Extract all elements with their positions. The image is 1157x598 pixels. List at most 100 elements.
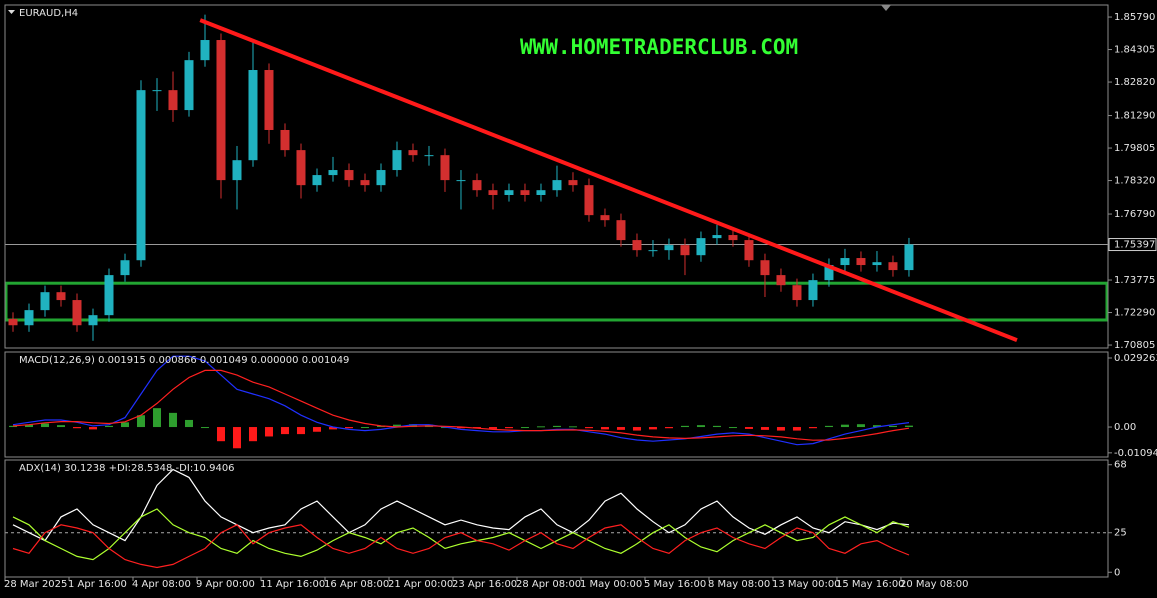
- candle-body: [744, 240, 754, 261]
- x-tick-label: 23 Apr 16:00: [452, 579, 517, 590]
- candle-body: [168, 90, 178, 111]
- macd-bar: [680, 425, 689, 428]
- price-label-box: [1108, 238, 1157, 252]
- candle-body: [856, 258, 866, 266]
- y-tick-label: 1.81290: [1114, 111, 1155, 122]
- y-tick-label: 1.82820: [1114, 77, 1155, 88]
- indicator-line: [12, 508, 910, 561]
- candle-body: [776, 275, 786, 286]
- candle-body: [248, 70, 258, 161]
- macd-bar: [248, 427, 257, 442]
- candle-body: [408, 150, 418, 156]
- x-tick-label: 20 May 08:00: [900, 579, 969, 590]
- macd-bar: [232, 427, 241, 449]
- candle-body: [24, 310, 34, 326]
- macd-bar: [8, 425, 17, 428]
- candle-body: [552, 180, 562, 191]
- plot-area: [5, 468, 1108, 569]
- watermark: WWW.HOMETRADERCLUB.COM: [520, 35, 798, 59]
- y-tick-label: 1.73775: [1114, 275, 1155, 286]
- macd-bar: [808, 427, 817, 429]
- candle-body: [520, 190, 530, 195]
- candle-body: [616, 220, 626, 241]
- candle-body: [504, 190, 514, 195]
- x-tick-label: 13 May 00:00: [772, 579, 841, 590]
- macd-bar: [520, 427, 529, 429]
- panel-border: [4, 459, 1109, 578]
- plot-area: [8, 355, 913, 449]
- macd-bar: [824, 425, 833, 428]
- x-tick-label: 16 Apr 08:00: [324, 579, 389, 590]
- y-tick-label: 0.029263: [1114, 353, 1157, 364]
- candle-body: [392, 150, 402, 171]
- current-price-label: 1.75397: [1114, 240, 1155, 251]
- candle-body: [696, 238, 706, 256]
- candle-body: [344, 170, 354, 181]
- x-tick-label: 1 Apr 16:00: [68, 579, 127, 590]
- macd-bar: [40, 423, 49, 428]
- macd-bar: [552, 425, 561, 428]
- macd-bar: [872, 425, 881, 428]
- candle-body: [536, 190, 546, 195]
- macd-bar: [408, 424, 417, 428]
- candle-body: [376, 170, 386, 186]
- candle-body: [760, 260, 770, 276]
- candle-body: [264, 70, 274, 130]
- macd-bar: [840, 424, 849, 428]
- macd-bar: [728, 427, 737, 429]
- candle-body: [888, 262, 898, 271]
- macd-bar: [136, 415, 145, 428]
- y-tick-label: 1.78320: [1114, 176, 1155, 187]
- macd-bar: [216, 427, 225, 442]
- candle-body: [184, 60, 194, 111]
- candle-body: [424, 155, 434, 157]
- candle-body: [136, 90, 146, 261]
- macd-bar: [904, 425, 913, 428]
- x-tick-label: 28 Mar 2025: [4, 579, 67, 590]
- macd-bar: [24, 424, 33, 428]
- candle-body: [872, 262, 882, 266]
- candle-body: [40, 292, 50, 311]
- x-tick-label: 4 Apr 08:00: [132, 579, 191, 590]
- macd-bar: [280, 427, 289, 435]
- candle-body: [472, 180, 482, 191]
- y-tick-label: 1.84305: [1114, 45, 1155, 56]
- y-tick-label: 1.85790: [1114, 12, 1155, 23]
- x-tick-label: 9 Apr 00:00: [196, 579, 255, 590]
- candle-body: [312, 175, 322, 186]
- x-tick-label: 28 Apr 08:00: [516, 579, 581, 590]
- macd-bar: [488, 427, 497, 429]
- candle-body: [328, 170, 338, 176]
- candle-body: [200, 40, 210, 61]
- macd-bar: [776, 427, 785, 431]
- candle-body: [296, 150, 306, 186]
- macd-bar: [856, 424, 865, 428]
- candle-body: [152, 90, 162, 92]
- macd-bar: [888, 425, 897, 428]
- candle-body: [232, 160, 242, 181]
- macd-bar: [792, 427, 801, 431]
- candle-body: [216, 40, 226, 181]
- plot-area: [5, 14, 1108, 342]
- macd-bar: [616, 427, 625, 430]
- x-tick-label: 11 Apr 16:00: [260, 579, 325, 590]
- macd-bar: [696, 425, 705, 428]
- panel-title: MACD(12,26,9) 0.001915 0.000866 0.001049…: [19, 355, 349, 366]
- candle-body: [808, 280, 818, 301]
- candle-body: [440, 155, 450, 181]
- candle-body: [488, 190, 498, 195]
- macd-bar: [584, 427, 593, 429]
- macd-bar: [184, 419, 193, 428]
- candle-body: [56, 292, 66, 301]
- macd-bar: [744, 427, 753, 429]
- macd-bar: [88, 427, 97, 430]
- x-tick-label: 1 May 00:00: [580, 579, 642, 590]
- panel-border: [4, 351, 1109, 458]
- candle-body: [8, 318, 18, 326]
- panel-title: ADX(14) 30.1238 +DI:28.5348 -DI:10.9406: [19, 463, 235, 474]
- macd-bar: [296, 427, 305, 435]
- macd-bar: [632, 427, 641, 431]
- candle-body: [632, 240, 642, 251]
- panel-title: EURAUD,H4: [19, 8, 78, 19]
